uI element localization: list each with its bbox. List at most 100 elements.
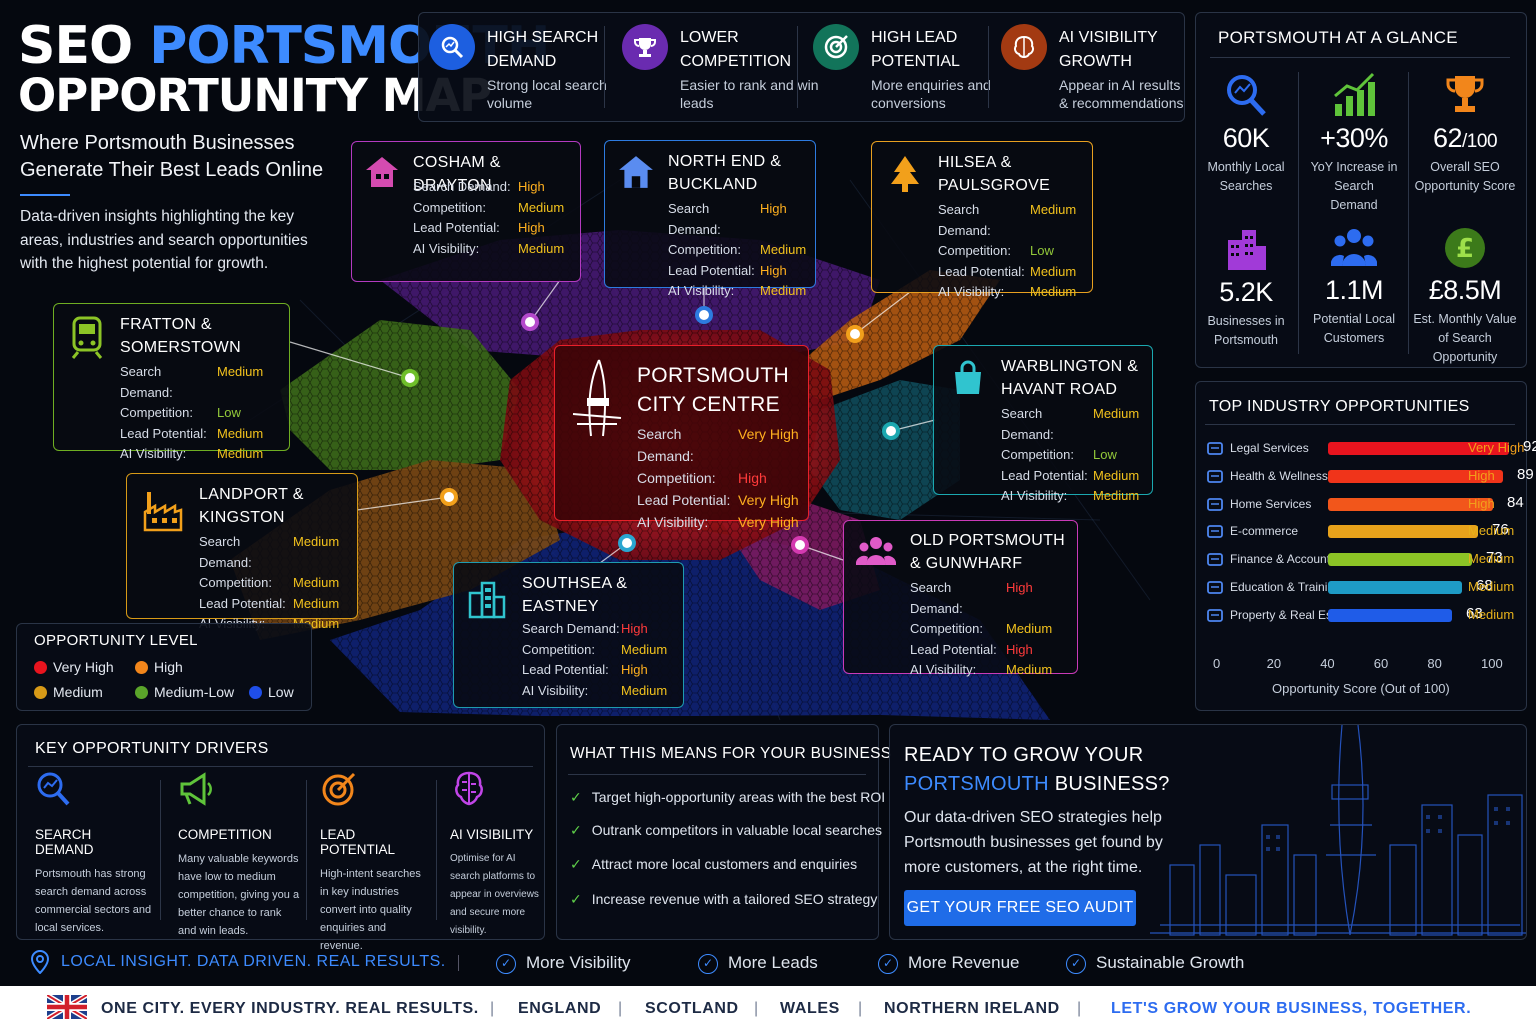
value-competition: Low [217, 405, 241, 420]
legend-label: Medium [53, 684, 103, 700]
legend-label: Medium-Low [154, 684, 235, 700]
svg-text:£: £ [1456, 234, 1474, 264]
bottom-northern-ireland: NORTHERN IRELAND [884, 1000, 1060, 1017]
industry-icon [1206, 578, 1224, 599]
legend-item: Very High [34, 659, 114, 675]
map-node-northend[interactable] [695, 306, 713, 324]
location-pin-icon [30, 950, 50, 974]
value-ai: Medium [1006, 662, 1053, 677]
area-card-old-portsmouth[interactable]: OLD PORTSMOUTH & GUNWHARF Search Demand:… [843, 520, 1078, 677]
industry-name: Property & Real Estate [1230, 607, 1353, 622]
map-node-oldportsmouth[interactable] [791, 536, 809, 554]
stat-value: +30% [1320, 123, 1388, 153]
means-divider [568, 774, 866, 775]
label: Search Demand: [199, 534, 252, 570]
check-circle-icon: ✓ [1066, 954, 1086, 974]
area-name: FRATTON & SOMERSTOWN [120, 316, 241, 356]
check-circle-icon: ✓ [878, 954, 898, 974]
map-node-fratton[interactable] [401, 369, 419, 387]
free-seo-audit-button[interactable]: GET YOUR FREE SEO AUDIT [904, 890, 1136, 926]
search-chart-icon [1227, 75, 1266, 116]
value-lead: Medium [217, 425, 264, 441]
industry-row: Legal Services 92 Very High [1206, 438, 1536, 458]
stat-label: Businesses in Portsmouth [1207, 314, 1285, 347]
benefit-more-leads: ✓ More Leads [698, 953, 818, 974]
industry-icon [1206, 550, 1224, 571]
value-demand: High [760, 201, 787, 216]
label: Competition: [413, 199, 486, 215]
house-icon [619, 156, 653, 188]
label: Lead Potential: [1001, 467, 1088, 483]
value-lead: Very High [738, 492, 799, 508]
industry-level: Medium [1468, 523, 1515, 539]
feature-title: AI VISIBILITY GROWTH [1059, 29, 1158, 70]
spinnaker-tower-icon [572, 359, 622, 437]
label: AI Visibility: [938, 284, 1005, 299]
stat-label: Est. Monthly Value of Search Opportunity [1413, 312, 1517, 364]
bottom-separator: | [754, 1000, 759, 1017]
area-card-northend[interactable]: NORTH END & BUCKLAND Search Demand: High … [604, 140, 816, 298]
map-node-hilsea[interactable] [846, 325, 864, 343]
bottom-england: ENGLAND [518, 1000, 602, 1017]
title-seo: SEO [18, 16, 133, 76]
label: Lead Potential: [910, 641, 997, 657]
label: Competition: [199, 575, 272, 590]
area-card-city-centre[interactable]: PORTSMOUTH CITY CENTRE Search Demand: Ver… [554, 345, 809, 530]
cta-body: Our data-driven SEO strategies help Port… [904, 809, 1163, 876]
stat-opportunity-score: 62/100 Overall SEO Opportunity Score [1410, 72, 1520, 196]
map-node-landport[interactable] [440, 488, 458, 506]
industry-name: Finance & Accounting [1230, 552, 1347, 567]
means-item: Target high-opportunity areas with the b… [570, 789, 885, 806]
label: Search Demand: [668, 201, 721, 237]
subtitle-divider [20, 194, 70, 196]
value-competition: Medium [1006, 621, 1053, 636]
label: Search Demand: [910, 580, 963, 616]
industries-panel [1195, 381, 1527, 711]
industry-bar [1328, 581, 1462, 594]
trophy-icon [1446, 76, 1484, 112]
label: Competition: [910, 621, 983, 636]
map-node-warblington[interactable] [882, 422, 900, 440]
value-competition: Low [1030, 243, 1054, 258]
industry-level: High [1468, 467, 1495, 483]
value-ai: Medium [621, 682, 668, 698]
train-icon [71, 316, 103, 359]
label: Competition: [637, 470, 716, 486]
growth-chart-icon [1334, 72, 1375, 116]
benefit-sustainable-growth: ✓ Sustainable Growth [1066, 953, 1244, 974]
label: Lead Potential: [413, 220, 500, 235]
value-demand: High [1006, 580, 1033, 595]
value-ai: Medium [1093, 488, 1140, 503]
area-name: LANDPORT & KINGSTON [199, 486, 304, 526]
area-name: OLD PORTSMOUTH & GUNWHARF [910, 532, 1066, 572]
footer-separator [458, 955, 459, 971]
label: Competition: [1001, 447, 1074, 462]
area-card-fratton[interactable]: FRATTON & SOMERSTOWN Search Demand: Mediu… [53, 303, 290, 461]
area-card-landport[interactable]: LANDPORT & KINGSTON Search Demand: Medium… [126, 473, 358, 631]
stat-label: Monthly Local Searches [1207, 160, 1285, 193]
value-ai: Very High [738, 514, 799, 530]
means-item: Attract more local customers and enquiri… [570, 856, 857, 873]
bottom-scotland: SCOTLAND [645, 1000, 739, 1017]
area-card-warblington[interactable]: WARBLINGTON & HAVANT ROAD Search Demand:… [933, 345, 1153, 503]
value-demand: High [518, 179, 545, 194]
means-title: WHAT THIS MEANS FOR YOUR BUSINESS [570, 745, 892, 762]
value-ai: Medium [217, 446, 264, 461]
cta-heading-rest: BUSINESS? [1048, 773, 1170, 795]
map-node-cosham[interactable] [521, 313, 539, 331]
label: Lead Potential: [637, 492, 731, 508]
drivers-divider [160, 780, 161, 920]
area-card-hilsea[interactable]: HILSEA & PAULSGROVE Search Demand: Medium… [871, 141, 1093, 299]
stat-label: Overall SEO Opportunity Score [1414, 160, 1516, 193]
tree-icon [891, 156, 919, 192]
glance-divider [1298, 72, 1299, 354]
value-ai: Medium [518, 240, 565, 256]
map-node-southsea[interactable] [618, 534, 636, 552]
cta-heading-highlight: PORTSMOUTH [904, 773, 1049, 795]
legend-label: Low [268, 684, 294, 700]
feature-divider [988, 26, 989, 108]
industry-row: Home Services 84 High [1206, 494, 1526, 514]
area-card-cosham[interactable]: COSHAM & DRAYTON Search Demand: High Comp… [351, 141, 581, 282]
area-card-southsea[interactable]: SOUTHSEA & EASTNEY Search Demand: High Co… [453, 562, 684, 708]
area-name: COSHAM & DRAYTON [413, 154, 501, 194]
